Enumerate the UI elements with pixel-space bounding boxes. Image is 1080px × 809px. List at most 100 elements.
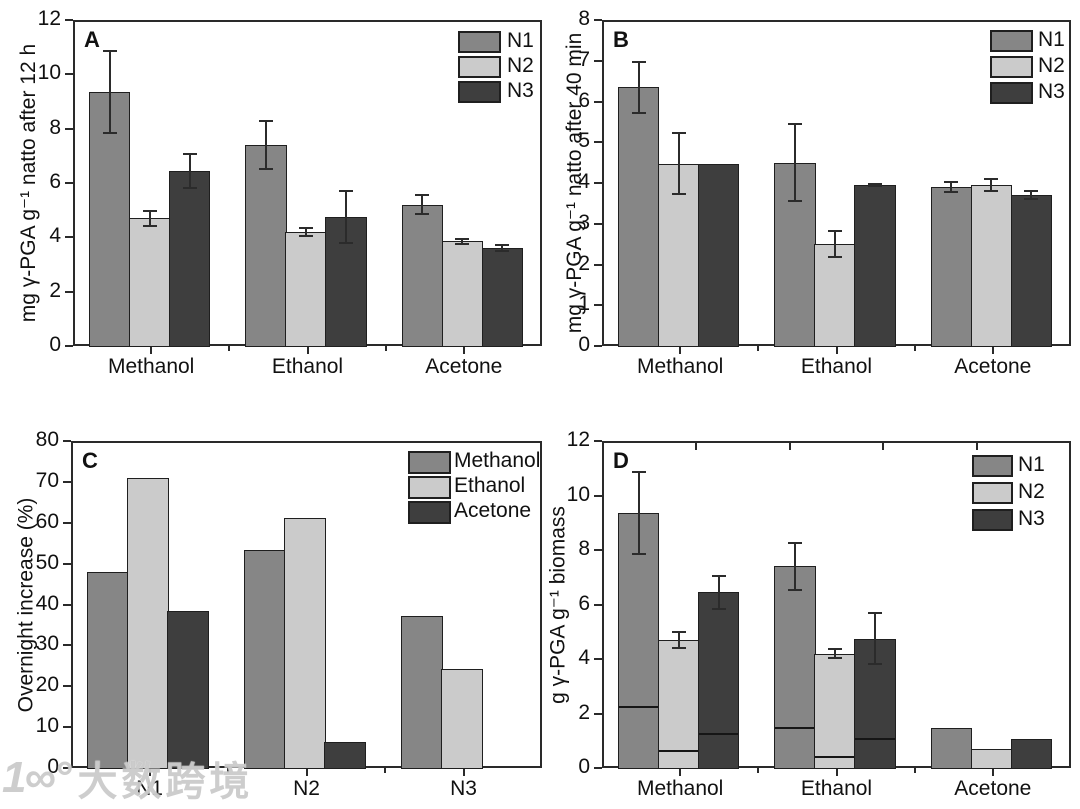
y-axis-tick-label: 2 [49, 278, 61, 302]
y-axis-tick-label: 80 [35, 428, 59, 451]
error-bar-line [677, 631, 680, 649]
legend-swatch-N3 [972, 509, 1013, 531]
error-bar-cap-bottom [788, 588, 803, 591]
bar-divider-line [815, 756, 855, 759]
legend-swatch-N1 [972, 455, 1013, 477]
y-axis-tick-label: 0 [578, 755, 590, 778]
y-axis-tick-label: 6 [49, 170, 61, 193]
error-bar-cap-bottom [102, 131, 117, 134]
error-bar-cap-top [142, 209, 157, 212]
error-bar-cap-top [1024, 190, 1039, 193]
y-axis-tick [65, 19, 73, 21]
bar-A-Acetone-N1 [401, 204, 444, 347]
error-bar-cap-bottom [338, 242, 353, 245]
legend-swatch-N2 [972, 482, 1013, 504]
y-axis-tick [594, 549, 602, 551]
x-axis-category-label: Acetone [425, 355, 503, 378]
y-axis-tick-label: 4 [49, 224, 61, 248]
x-axis-tick [150, 346, 153, 354]
bar-C-N3-Methanol [401, 615, 443, 769]
y-axis-tick-label: 4 [578, 646, 590, 669]
legend-label-N3: N3 [507, 79, 534, 102]
legend-swatch-N3 [990, 82, 1033, 104]
y-axis-tick-label: 4 [578, 170, 590, 193]
y-axis-tick [63, 767, 71, 769]
x-axis-tick [148, 768, 151, 776]
y-axis-tick-label: 0 [49, 333, 61, 356]
legend-label-N2: N2 [1038, 54, 1065, 77]
y-axis-tick-label: 60 [35, 509, 59, 533]
error-bar-cap-bottom [182, 186, 197, 189]
bar-D-Methanol-N2 [657, 639, 700, 769]
x-axis-category-label: N3 [450, 777, 477, 800]
bar-A-Acetone-N3 [481, 248, 523, 347]
y-axis-tick-label: 0 [47, 755, 59, 778]
error-bar-cap-top [711, 574, 726, 577]
y-axis-tick [594, 603, 602, 606]
x-axis-tick [991, 346, 994, 354]
y-axis-tick [63, 603, 71, 606]
y-axis-tick-label: 30 [35, 632, 59, 656]
y-axis-tick-label: 1 [578, 292, 590, 316]
error-bar-cap-bottom [1024, 198, 1039, 201]
error-bar-line [794, 543, 797, 590]
y-axis-tick [65, 290, 73, 293]
error-bar-line [717, 575, 720, 609]
error-bar-cap-top [415, 194, 430, 197]
panel-letter-D: D [613, 448, 629, 473]
error-bar-cap-bottom [867, 185, 882, 188]
x-axis-category-label: Methanol [636, 777, 724, 800]
y-axis-tick [63, 521, 71, 524]
error-bar-line [501, 244, 504, 252]
error-bar-cap-top [788, 122, 803, 125]
top-axis-inner-tick [882, 443, 885, 450]
y-axis-tick-label: 20 [35, 673, 59, 697]
legend-swatch-N1 [458, 31, 501, 53]
legend-label-N3: N3 [1038, 80, 1065, 103]
bar-divider-line [619, 705, 659, 708]
error-bar-cap-bottom [711, 607, 726, 610]
top-axis-inner-tick [694, 443, 697, 450]
x-axis-category-label: Ethanol [271, 355, 344, 378]
y-axis-tick-label: 5 [578, 129, 590, 153]
legend-swatch-Ethanol [408, 476, 451, 499]
x-axis-category-label: Ethanol [800, 355, 873, 378]
error-bar-cap-top [631, 471, 646, 474]
error-bar-cap-bottom [984, 190, 999, 193]
bar-D-Methanol-N3 [697, 592, 740, 769]
error-bar-cap-top [671, 630, 686, 633]
error-bar-cap-top [867, 182, 882, 185]
y-axis-title-C: Overnight increase (%) [14, 497, 37, 712]
x-axis-category-label: N1 [136, 777, 163, 800]
error-bar-cap-bottom [259, 167, 274, 170]
bar-divider-line [658, 749, 699, 752]
bar-B-Acetone-N1 [930, 187, 973, 347]
x-axis-category-label: Methanol [636, 355, 724, 378]
error-bar-cap-top [299, 226, 313, 229]
y-axis-tick [594, 345, 602, 347]
bar-divider-line [855, 737, 895, 740]
y-axis-tick-label: 8 [578, 7, 590, 30]
legend-label-N1: N1 [507, 29, 534, 52]
legend-swatch-N2 [990, 56, 1033, 78]
error-bar-cap-bottom [142, 224, 157, 227]
y-axis-tick [63, 685, 71, 688]
x-axis-category-label: N2 [293, 777, 320, 800]
x-axis-category-label: Ethanol [800, 777, 873, 800]
x-axis-category-label: Methanol [107, 355, 195, 378]
top-axis-inner-tick [976, 443, 979, 450]
x-axis-tick [462, 346, 465, 354]
x-axis-minor-tick [384, 768, 386, 773]
error-bar-cap-top [984, 177, 999, 180]
y-axis-tick-label: 40 [35, 591, 59, 615]
x-axis-minor-tick [384, 346, 387, 351]
error-bar-line [305, 227, 307, 237]
y-axis-tick-label: 8 [578, 537, 590, 560]
error-bar-line [265, 121, 268, 169]
y-axis-tick-label: 10 [35, 714, 59, 738]
x-axis-minor-tick [913, 346, 916, 351]
x-axis-tick [835, 768, 838, 776]
error-bar-cap-top [455, 238, 470, 241]
bar-D-Acetone-N3 [1010, 738, 1052, 769]
